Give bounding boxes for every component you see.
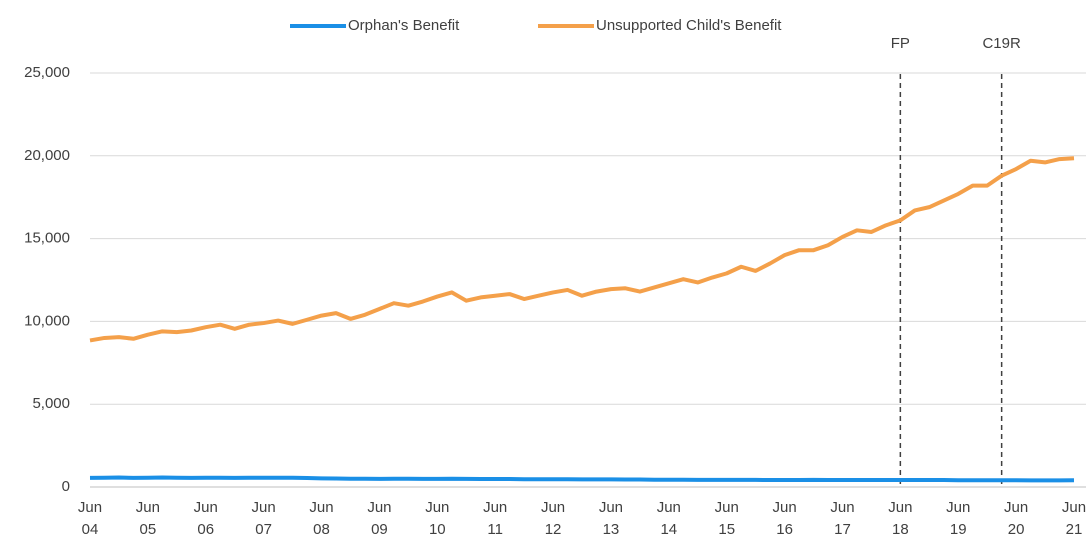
annotation-label: C19R bbox=[982, 35, 1021, 52]
y-tick-label: 0 bbox=[62, 478, 70, 495]
legend-label: Unsupported Child's Benefit bbox=[596, 17, 782, 34]
x-tick-label: Jun 19 bbox=[946, 499, 971, 538]
x-tick-label: Jun 21 bbox=[1061, 499, 1087, 538]
annotation-label: FP bbox=[891, 35, 910, 52]
x-tick-label: Jun 05 bbox=[135, 499, 160, 538]
y-tick-label: 5,000 bbox=[32, 395, 70, 412]
x-tick-label: Jun 06 bbox=[193, 499, 218, 538]
x-tick-label: Jun 20 bbox=[1004, 499, 1029, 538]
legend-label: Orphan's Benefit bbox=[348, 17, 460, 34]
line-series bbox=[89, 475, 1075, 483]
line-series bbox=[89, 156, 1075, 343]
x-tick-label: Jun 08 bbox=[309, 499, 334, 538]
x-tick-label: Jun 13 bbox=[598, 499, 624, 538]
y-tick-label: 15,000 bbox=[24, 230, 70, 247]
x-tick-label: Jun 04 bbox=[77, 499, 103, 538]
x-tick-label: Jun 07 bbox=[251, 499, 276, 538]
x-tick-label: Jun 10 bbox=[425, 499, 450, 538]
y-tick-label: 10,000 bbox=[24, 312, 70, 329]
x-tick-label: Jun 14 bbox=[656, 499, 681, 538]
x-tick-label: Jun 17 bbox=[830, 499, 855, 538]
x-tick-label: Jun 16 bbox=[772, 499, 797, 538]
x-tick-label: Jun 12 bbox=[540, 499, 566, 538]
x-tick-label: Jun 18 bbox=[888, 499, 913, 538]
x-tick-label: Jun 09 bbox=[367, 499, 392, 538]
y-tick-label: 20,000 bbox=[24, 147, 70, 164]
y-tick-label: 25,000 bbox=[24, 64, 70, 81]
x-tick-label: Jun 11 bbox=[483, 499, 508, 538]
x-tick-label: Jun 15 bbox=[714, 499, 739, 538]
